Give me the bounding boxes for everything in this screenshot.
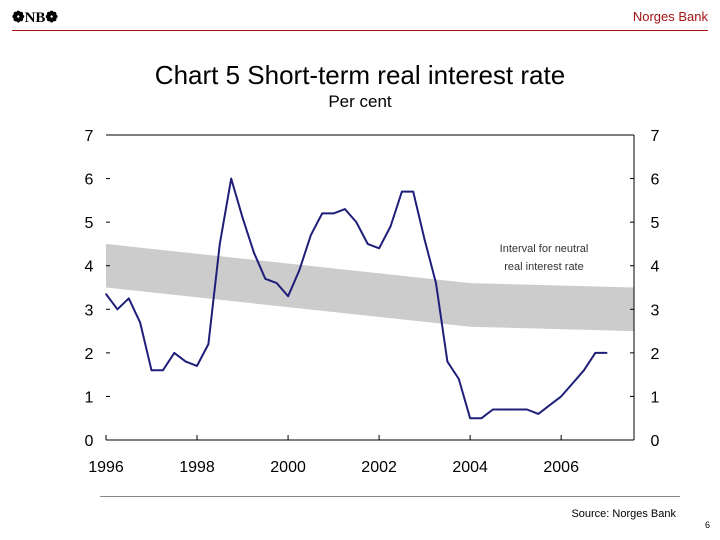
y-tick-label-right-1: 1	[651, 389, 660, 406]
y-tick-label-right-4: 4	[651, 259, 660, 276]
series-point	[355, 221, 358, 223]
x-tick-label-2000: 2000	[270, 459, 306, 476]
series-point	[514, 408, 517, 411]
series-point	[310, 234, 312, 237]
series-point	[389, 225, 392, 228]
series-point	[127, 297, 130, 300]
series-point	[378, 247, 380, 250]
series-point	[196, 365, 198, 367]
series-point	[423, 238, 426, 241]
page-number: 6	[704, 520, 710, 530]
series-point	[139, 321, 141, 324]
y-tick-label-right-3: 3	[651, 302, 660, 319]
y-tick-label-left-3: 3	[85, 302, 94, 319]
series-point	[173, 352, 176, 354]
series-point	[446, 360, 449, 363]
y-tick-label-left-6: 6	[85, 172, 94, 189]
series-point	[480, 417, 483, 420]
series-point	[116, 308, 119, 311]
x-tick-label-1998: 1998	[179, 459, 215, 476]
series-point	[457, 378, 460, 380]
y-tick-label-left-2: 2	[85, 346, 94, 363]
series-point	[583, 369, 585, 372]
annotation-layer: 0 0 1 1 2 2 3 3 4 4 5 5 6 6 7 7 1996 1998 2000 2002 2004 2006…	[85, 128, 660, 476]
series-point	[492, 408, 494, 411]
x-tick-label-1996: 1996	[88, 459, 124, 476]
x-tick-label-2002: 2002	[361, 459, 397, 476]
chart-title: Chart 5 Short-term real interest rate	[154, 60, 566, 90]
series-point	[207, 343, 210, 345]
y-tick-label-right-2: 2	[651, 346, 660, 363]
series-point	[218, 243, 221, 245]
series-point	[594, 352, 597, 354]
series-point	[253, 251, 255, 254]
y-tick-label-right-5: 5	[651, 215, 660, 232]
neutral-rate-band	[106, 243, 634, 332]
chart-subtitle: Per cent	[328, 92, 392, 111]
footer-divider	[100, 496, 680, 497]
y-tick-label-left-4: 4	[85, 259, 94, 276]
series-point	[537, 413, 540, 415]
series-point	[264, 277, 267, 280]
band-label-line1: Interval for neutral	[500, 243, 589, 255]
series-point	[332, 212, 335, 215]
series-point	[435, 282, 437, 284]
series-point	[184, 360, 187, 363]
series-point	[162, 369, 164, 372]
series-point	[287, 295, 289, 298]
series-point	[321, 212, 324, 215]
brand-name: Norges Bank	[632, 9, 708, 24]
source-note: Source: Norges Bank	[571, 508, 676, 520]
neutral-rate-band-layer	[106, 243, 634, 332]
series-point	[344, 208, 346, 210]
series-point	[366, 243, 369, 245]
axes-layer	[105, 134, 635, 441]
band-label-line2: real interest rate	[504, 261, 583, 273]
series-point	[275, 282, 278, 284]
y-tick-label-left-1: 1	[85, 389, 94, 406]
y-tick-label-left-0: 0	[85, 433, 94, 450]
series-point	[526, 408, 528, 411]
series-point	[230, 177, 232, 180]
y-tick-label-right-6: 6	[651, 172, 660, 189]
x-tick-label-2006: 2006	[543, 459, 579, 476]
series-point	[105, 293, 107, 295]
y-tick-label-right-7: 7	[651, 128, 660, 145]
series-point	[150, 369, 153, 372]
y-tick-label-left-7: 7	[85, 128, 94, 145]
series-point	[571, 382, 574, 385]
series-point	[560, 395, 562, 398]
header-divider	[12, 30, 708, 31]
series-point	[298, 269, 301, 271]
norges-bank-logo: ❁NB❁	[12, 10, 58, 26]
series-point	[241, 216, 244, 219]
series-point	[503, 408, 506, 411]
series-layer	[105, 177, 608, 420]
y-tick-label-left-5: 5	[85, 215, 94, 232]
series-point	[605, 352, 608, 354]
series-point	[401, 190, 403, 193]
series-point	[548, 404, 551, 406]
x-tick-label-2004: 2004	[452, 459, 488, 476]
series-point	[412, 190, 415, 193]
y-tick-label-right-0: 0	[651, 433, 660, 450]
series-point	[469, 417, 471, 420]
